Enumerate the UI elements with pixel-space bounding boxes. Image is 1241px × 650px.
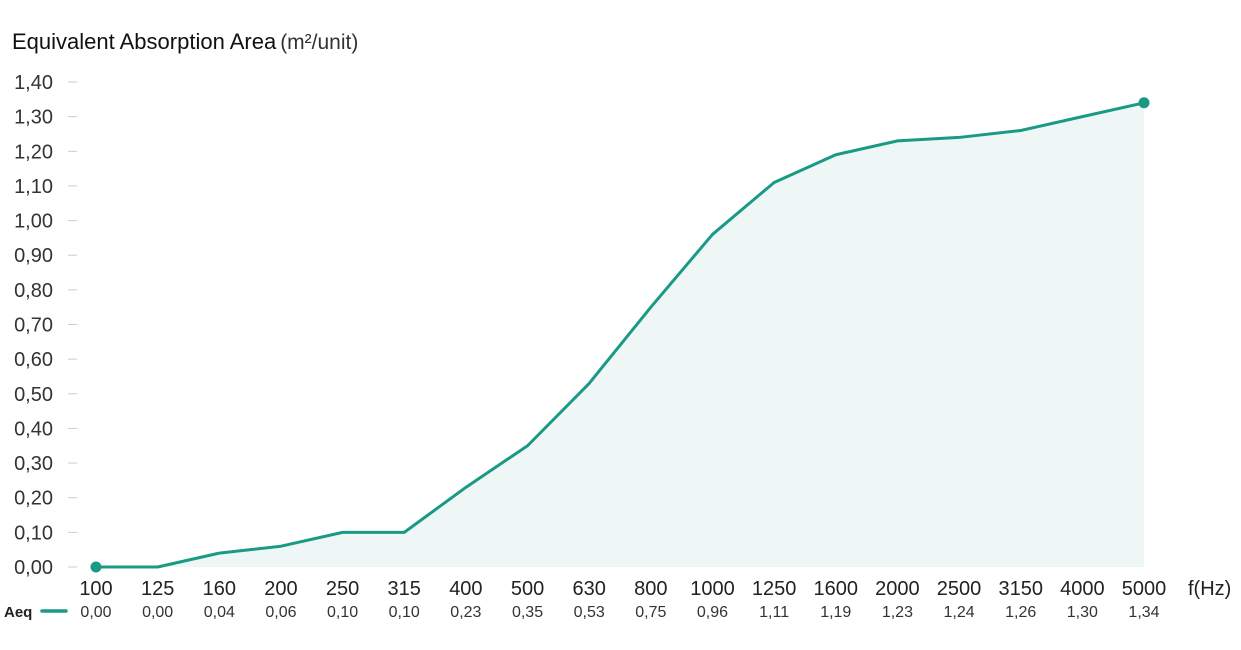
data-label: 0,04: [204, 604, 235, 621]
data-label: 0,00: [80, 604, 111, 621]
y-tick-label: 1,10: [14, 176, 53, 198]
data-label: 0,10: [389, 604, 420, 621]
x-tick-label: 1250: [752, 578, 797, 600]
y-tick-label: 0,30: [14, 453, 53, 475]
series-line-aeq: [96, 101, 1145, 569]
data-label: 1,26: [1005, 604, 1036, 621]
y-tick-label: 1,20: [14, 141, 53, 163]
chart-title: Equivalent Absorption Area (m²/unit): [12, 29, 358, 55]
y-tick-label: 0,10: [14, 522, 53, 544]
chart-title-text: Equivalent Absorption Area: [12, 29, 277, 54]
y-tick-label: 0,50: [14, 384, 53, 406]
data-label: 1,30: [1067, 604, 1098, 621]
legend-label: Aeq: [4, 604, 32, 621]
data-label: 0,10: [327, 604, 358, 621]
x-tick-label: 160: [203, 578, 236, 600]
x-tick-label: 315: [388, 578, 421, 600]
x-tick-label: 2500: [937, 578, 982, 600]
y-tick-label: 0,40: [14, 418, 53, 440]
y-tick-label: 0,00: [14, 557, 53, 579]
x-tick-label: 2000: [875, 578, 920, 600]
chart-title-unit: (m²/unit): [280, 31, 359, 54]
data-label: 0,96: [697, 604, 728, 621]
data-label: 1,11: [759, 604, 789, 621]
x-tick-label: 250: [326, 578, 359, 600]
data-label: 1,19: [820, 604, 851, 621]
x-tick-label: 400: [449, 578, 482, 600]
data-label: 0,35: [512, 604, 543, 621]
x-tick-label: 500: [511, 578, 544, 600]
data-label: 1,34: [1128, 604, 1159, 621]
data-label: 0,53: [574, 604, 605, 621]
x-tick-label: 4000: [1060, 578, 1105, 600]
y-tick-label: 0,60: [14, 349, 53, 371]
data-point: [90, 561, 102, 573]
data-label: 0,00: [142, 604, 173, 621]
y-tick-label: 0,90: [14, 245, 53, 267]
data-label: 1,23: [882, 604, 913, 621]
x-tick-label: 3150: [998, 578, 1043, 600]
y-tick-label: 0,70: [14, 315, 53, 337]
x-tick-label: 800: [634, 578, 667, 600]
x-tick-label: 100: [79, 578, 112, 600]
y-tick-label: 1,40: [14, 72, 53, 94]
x-axis-label: f(Hz): [1188, 578, 1231, 600]
y-tick-label: 1,30: [14, 107, 53, 129]
data-point: [1138, 97, 1150, 109]
x-tick-label: 630: [572, 578, 605, 600]
y-tick-label: 0,20: [14, 488, 53, 510]
data-label: 0,23: [450, 604, 481, 621]
area-fill: [96, 102, 1144, 568]
x-tick-label: 1600: [814, 578, 859, 600]
data-label: 1,24: [943, 604, 974, 621]
data-label: 0,75: [635, 604, 666, 621]
y-tick-label: 1,00: [14, 211, 53, 233]
data-label: 0,06: [265, 604, 296, 621]
x-tick-label: 125: [141, 578, 174, 600]
x-tick-label: 1000: [690, 578, 735, 600]
x-tick-label: 200: [264, 578, 297, 600]
y-tick-label: 0,80: [14, 280, 53, 302]
x-tick-label: 5000: [1122, 578, 1167, 600]
